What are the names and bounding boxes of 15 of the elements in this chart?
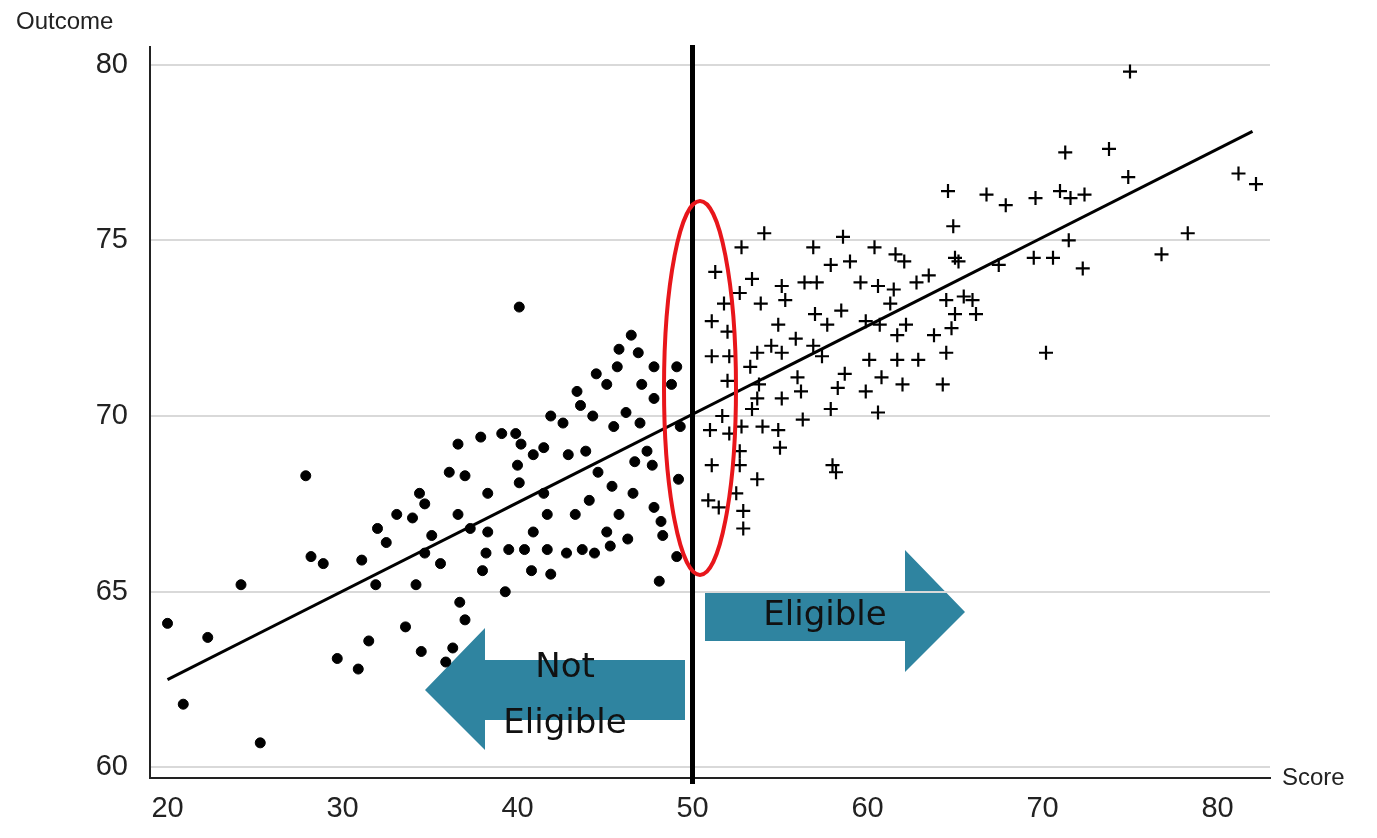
x-tick-label: 20 bbox=[151, 791, 184, 824]
y-tick-label: 65 bbox=[95, 573, 128, 606]
y-tick-label: 60 bbox=[95, 749, 128, 782]
y-tick-label: 70 bbox=[95, 398, 128, 431]
annotation: Eligible bbox=[762, 592, 888, 635]
x-tick-label: 50 bbox=[676, 791, 709, 824]
y-tick-label: 75 bbox=[95, 222, 128, 255]
x-tick-label: 70 bbox=[1026, 791, 1059, 824]
x-tick-label: 60 bbox=[851, 791, 884, 824]
x-tick-label: 80 bbox=[1201, 791, 1234, 824]
x-axis-title: Score bbox=[1282, 762, 1345, 790]
x-tick-label: 40 bbox=[501, 791, 534, 824]
y-axis-title: Outcome bbox=[16, 6, 114, 34]
x-tick-label: 30 bbox=[326, 791, 359, 824]
y-tick-label: 80 bbox=[95, 46, 128, 79]
